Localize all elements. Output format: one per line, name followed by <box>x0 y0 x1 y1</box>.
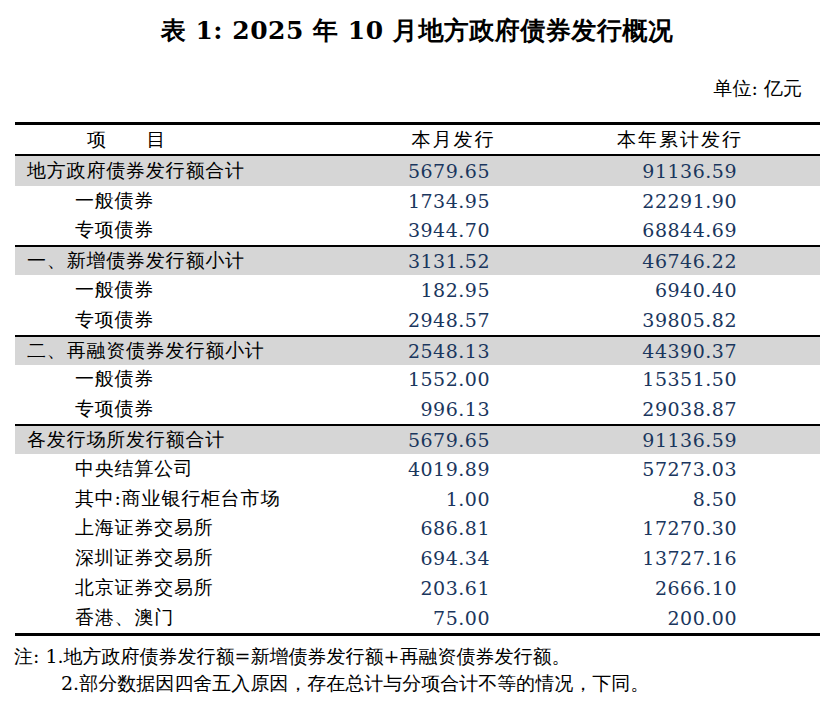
row-item-label: 其中:商业银行柜台市场 <box>15 486 353 512</box>
table-body: 地方政府债券发行额合计5679.6591136.59一般债券1734.95222… <box>15 156 820 633</box>
table-row: 各发行场所发行额合计5679.6591136.59 <box>15 424 820 454</box>
row-month-value: 2548.13 <box>353 340 554 362</box>
row-month-value: 5679.65 <box>353 429 554 451</box>
row-ytd-value: 29038.87 <box>554 398 820 420</box>
row-item-label: 北京证券交易所 <box>15 575 353 601</box>
table-row: 专项债券3944.7068844.69 <box>15 216 820 246</box>
table-row: 一般债券182.956940.40 <box>15 275 820 305</box>
row-item-label: 一般债券 <box>15 277 353 303</box>
page-title: 表 1: 2025 年 10 月地方政府债券发行概况 <box>0 14 834 48</box>
table-row: 一、新增债券发行额小计3131.5246746.22 <box>15 245 820 275</box>
row-month-value: 996.13 <box>353 398 554 420</box>
row-month-value: 182.95 <box>353 279 554 301</box>
row-month-value: 203.61 <box>353 577 554 599</box>
row-item-label: 地方政府债券发行额合计 <box>15 158 353 184</box>
row-ytd-value: 2666.10 <box>554 577 820 599</box>
column-header-month-issuance: 本月发行 <box>353 127 554 153</box>
document-page: 表 1: 2025 年 10 月地方政府债券发行概况 单位: 亿元 项 目 本月… <box>0 0 834 704</box>
row-month-value: 3131.52 <box>353 250 554 272</box>
row-item-label: 各发行场所发行额合计 <box>15 427 353 453</box>
row-ytd-value: 8.50 <box>554 488 820 510</box>
row-ytd-value: 200.00 <box>554 607 820 629</box>
row-month-value: 3944.70 <box>353 219 554 241</box>
column-header-ytd-issuance: 本年累计发行 <box>554 127 820 153</box>
row-item-label: 专项债券 <box>15 307 353 333</box>
table-row: 其中:商业银行柜台市场1.008.50 <box>15 484 820 514</box>
row-month-value: 694.34 <box>353 547 554 569</box>
table-row: 深圳证券交易所694.3413727.16 <box>15 543 820 573</box>
row-item-label: 深圳证券交易所 <box>15 545 353 571</box>
row-item-label: 香港、澳门 <box>15 605 353 631</box>
row-ytd-value: 46746.22 <box>554 250 820 272</box>
row-item-label: 一、新增债券发行额小计 <box>15 248 353 274</box>
row-month-value: 1.00 <box>353 488 554 510</box>
row-month-value: 2948.57 <box>353 309 554 331</box>
row-item-label: 中央结算公司 <box>15 456 353 482</box>
table-row: 专项债券2948.5739805.82 <box>15 305 820 335</box>
row-month-value: 1734.95 <box>353 190 554 212</box>
table-row: 香港、澳门75.00200.00 <box>15 603 820 633</box>
footnotes: 注: 1.地方政府债券发行额=新增债券发行额+再融资债券发行额。 2.部分数据因… <box>14 643 820 697</box>
row-item-label: 专项债券 <box>15 396 353 422</box>
table-row: 专项债券996.1329038.87 <box>15 394 820 424</box>
footnote-item-2: 2.部分数据因四舍五入原因，存在总计与分项合计不等的情况，下同。 <box>61 672 649 694</box>
row-month-value: 686.81 <box>353 517 554 539</box>
table-row: 上海证券交易所686.8117270.30 <box>15 514 820 544</box>
row-item-label: 上海证券交易所 <box>15 515 353 541</box>
unit-label: 单位: 亿元 <box>15 76 820 100</box>
row-ytd-value: 17270.30 <box>554 517 820 539</box>
row-item-label: 二、再融资债券发行额小计 <box>15 338 353 364</box>
row-ytd-value: 57273.03 <box>554 458 820 480</box>
row-ytd-value: 39805.82 <box>554 309 820 331</box>
table-row: 中央结算公司4019.8957273.03 <box>15 454 820 484</box>
table-row: 一般债券1552.0015351.50 <box>15 365 820 395</box>
footnote-line-1: 注: 1.地方政府债券发行额=新增债券发行额+再融资债券发行额。 <box>14 643 820 670</box>
table-row: 地方政府债券发行额合计5679.6591136.59 <box>15 156 820 186</box>
row-month-value: 75.00 <box>353 607 554 629</box>
column-header-item: 项 目 <box>15 127 353 153</box>
row-ytd-value: 6940.40 <box>554 279 820 301</box>
row-ytd-value: 68844.69 <box>554 219 820 241</box>
row-ytd-value: 13727.16 <box>554 547 820 569</box>
row-ytd-value: 44390.37 <box>554 340 820 362</box>
table-row: 二、再融资债券发行额小计2548.1344390.37 <box>15 335 820 365</box>
row-item-label: 一般债券 <box>15 366 353 392</box>
row-ytd-value: 91136.59 <box>554 429 820 451</box>
row-month-value: 1552.00 <box>353 368 554 390</box>
row-ytd-value: 22291.90 <box>554 190 820 212</box>
table-header-row: 项 目 本月发行 本年累计发行 <box>15 125 820 156</box>
footnote-prefix: 注: <box>14 645 45 667</box>
row-month-value: 4019.89 <box>353 458 554 480</box>
row-item-label: 一般债券 <box>15 188 353 214</box>
row-ytd-value: 91136.59 <box>554 160 820 182</box>
table-row: 一般债券1734.9522291.90 <box>15 186 820 216</box>
table-row: 北京证券交易所203.612666.10 <box>15 573 820 603</box>
bond-issuance-table: 项 目 本月发行 本年累计发行 地方政府债券发行额合计5679.6591136.… <box>15 122 820 636</box>
row-ytd-value: 15351.50 <box>554 368 820 390</box>
footnote-line-2: 2.部分数据因四舍五入原因，存在总计与分项合计不等的情况，下同。 <box>14 670 820 697</box>
row-month-value: 5679.65 <box>353 160 554 182</box>
row-item-label: 专项债券 <box>15 217 353 243</box>
footnote-item-1: 1.地方政府债券发行额=新增债券发行额+再融资债券发行额。 <box>45 645 570 667</box>
